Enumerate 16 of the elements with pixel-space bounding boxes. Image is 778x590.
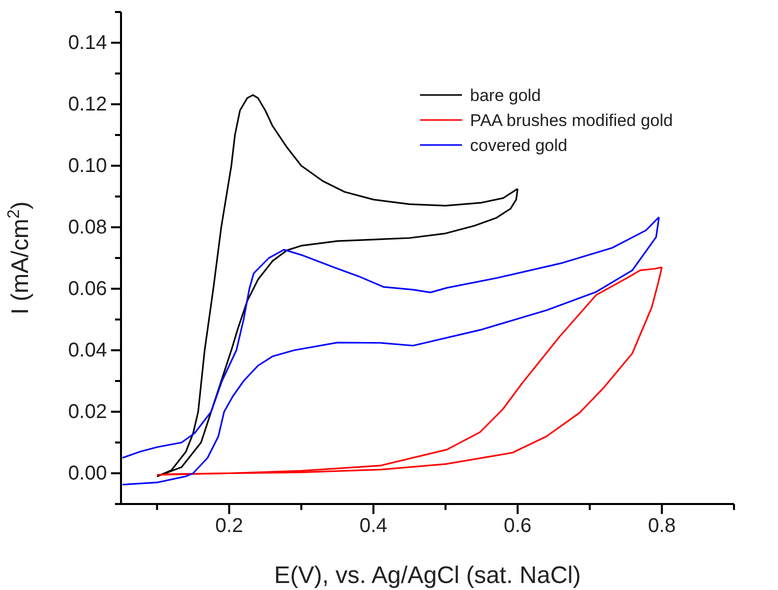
y-tick-label: 0.08 — [68, 216, 107, 239]
y-tick-label: 0.10 — [68, 155, 107, 178]
y-tick-label: 0.04 — [68, 340, 107, 362]
x-tick-label: 0.2 — [215, 515, 244, 538]
x-tick-label: 0.8 — [648, 515, 676, 538]
legend-label: bare gold — [470, 86, 541, 105]
y-tick-label: 0.00 — [68, 462, 107, 485]
legend-label: PAA brushes modified gold — [470, 111, 673, 130]
y-tick-label: 0.02 — [68, 401, 107, 424]
y-tick-label: 0.06 — [68, 278, 107, 300]
x-tick-label: 0.6 — [504, 515, 532, 538]
y-tick-label: 0.14 — [68, 32, 107, 54]
x-axis-title: E(V), vs. Ag/AgCl (sat. NaCl) — [274, 562, 581, 589]
legend-label: covered gold — [470, 136, 568, 155]
y-tick-label: 0.12 — [68, 94, 107, 116]
x-tick-label: 0.4 — [360, 515, 388, 538]
